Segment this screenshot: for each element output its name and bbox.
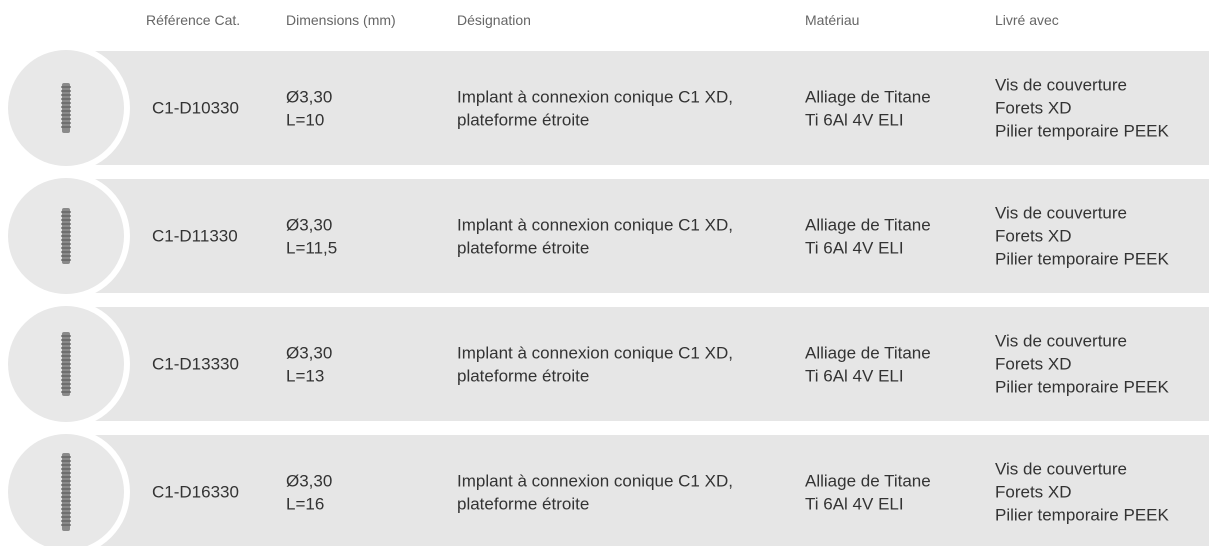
delivered-line: Pilier temporaire PEEK (995, 121, 1169, 141)
reference: C1-D13330 (152, 354, 239, 374)
designation-line: plateforme étroite (457, 110, 590, 129)
column-header: Matériau (805, 12, 860, 28)
reference: C1-D16330 (152, 482, 239, 502)
dimensions-line: L=10 (286, 110, 325, 129)
delivered-line: Vis de couverture (995, 203, 1127, 223)
designation-line: plateforme étroite (457, 238, 590, 257)
delivered-line: Vis de couverture (995, 331, 1127, 351)
material-line: Alliage de Titane (805, 87, 931, 106)
column-header: Référence Cat. (146, 12, 241, 28)
material-line: Ti 6Al 4V ELI (805, 110, 904, 129)
material-line: Ti 6Al 4V ELI (805, 366, 904, 385)
delivered-line: Vis de couverture (995, 75, 1127, 95)
designation-line: Implant à connexion conique C1 XD, (457, 343, 733, 362)
material-line: Ti 6Al 4V ELI (805, 494, 904, 513)
dimensions-line: Ø3,30 (286, 215, 333, 234)
designation-line: Implant à connexion conique C1 XD, (457, 87, 733, 106)
delivered-line: Forets XD (995, 226, 1072, 246)
material-line: Alliage de Titane (805, 215, 931, 234)
column-header: Dimensions (mm) (286, 12, 396, 28)
dimensions-line: L=13 (286, 366, 325, 385)
delivered-line: Vis de couverture (995, 459, 1127, 479)
row-band (95, 51, 1209, 165)
delivered-line: Pilier temporaire PEEK (995, 505, 1169, 525)
column-header: Livré avec (995, 12, 1059, 28)
row-band (95, 307, 1209, 421)
dimensions-line: Ø3,30 (286, 343, 333, 362)
dimensions-line: L=16 (286, 494, 325, 513)
reference: C1-D11330 (152, 226, 238, 246)
delivered-line: Forets XD (995, 354, 1072, 374)
row-band (95, 435, 1209, 546)
row-band (95, 179, 1209, 293)
designation-line: Implant à connexion conique C1 XD, (457, 471, 733, 490)
designation-line: plateforme étroite (457, 494, 590, 513)
delivered-line: Pilier temporaire PEEK (995, 249, 1169, 269)
dimensions-line: L=11,5 (286, 238, 338, 257)
delivered-line: Forets XD (995, 482, 1072, 502)
column-header: Désignation (457, 12, 531, 28)
material-line: Ti 6Al 4V ELI (805, 238, 904, 257)
material-line: Alliage de Titane (805, 471, 931, 490)
dimensions-line: Ø3,30 (286, 87, 333, 106)
material-line: Alliage de Titane (805, 343, 931, 362)
reference: C1-D10330 (152, 98, 239, 118)
dimensions-line: Ø3,30 (286, 471, 333, 490)
designation-line: plateforme étroite (457, 366, 590, 385)
delivered-line: Forets XD (995, 98, 1072, 118)
delivered-line: Pilier temporaire PEEK (995, 377, 1169, 397)
designation-line: Implant à connexion conique C1 XD, (457, 215, 733, 234)
